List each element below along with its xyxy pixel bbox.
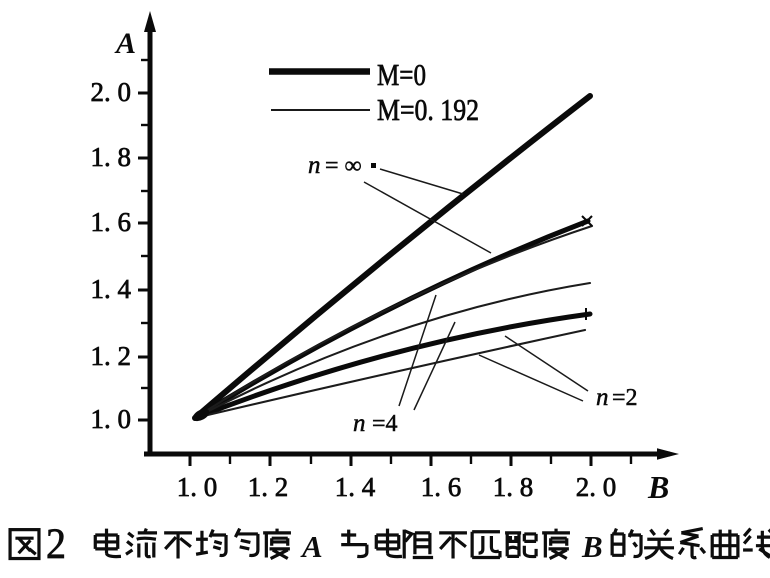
svg-text:M=0: M=0 bbox=[377, 57, 426, 92]
svg-text:M=0. 192: M=0. 192 bbox=[377, 92, 479, 127]
svg-text:1. 2: 1. 2 bbox=[248, 472, 289, 502]
svg-text:n: n bbox=[353, 410, 366, 437]
svg-text:1. 4: 1. 4 bbox=[91, 274, 132, 304]
svg-text:1. 0: 1. 0 bbox=[91, 404, 132, 434]
svg-text:2. 0: 2. 0 bbox=[576, 472, 617, 502]
svg-text:=4: =4 bbox=[372, 411, 398, 437]
svg-text:2: 2 bbox=[46, 521, 66, 568]
svg-text:B: B bbox=[647, 469, 669, 505]
svg-text:2. 0: 2. 0 bbox=[91, 77, 132, 107]
svg-text:=2: =2 bbox=[612, 385, 638, 411]
svg-text:1. 4: 1. 4 bbox=[335, 472, 376, 502]
svg-text:A: A bbox=[114, 27, 136, 60]
svg-text:1. 0: 1. 0 bbox=[177, 472, 218, 502]
svg-text:= ∞: = ∞ bbox=[325, 153, 362, 179]
svg-text:1. 8: 1. 8 bbox=[91, 142, 132, 172]
svg-text:B: B bbox=[581, 529, 603, 564]
svg-text:n: n bbox=[596, 384, 609, 411]
svg-text:n: n bbox=[308, 152, 321, 179]
svg-text:1. 6: 1. 6 bbox=[91, 207, 132, 237]
svg-text:1. 6: 1. 6 bbox=[421, 472, 462, 502]
svg-text:A: A bbox=[300, 529, 323, 564]
svg-text:1. 8: 1. 8 bbox=[493, 472, 534, 502]
svg-text:1. 2: 1. 2 bbox=[91, 341, 132, 371]
